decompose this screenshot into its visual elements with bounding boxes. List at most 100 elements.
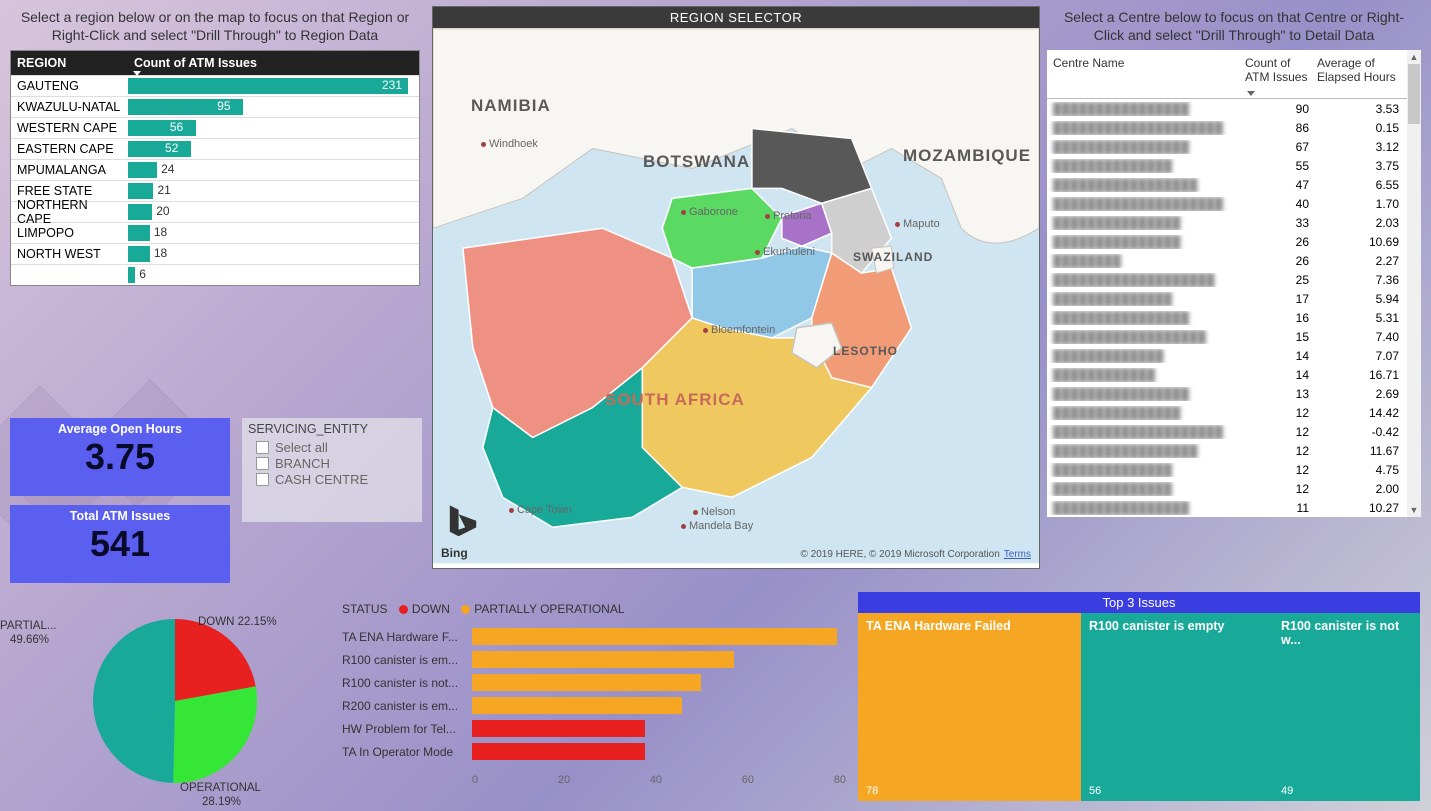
centre-row[interactable]: ████████████████ 13 2.69	[1047, 384, 1421, 403]
checkbox-icon[interactable]	[256, 457, 269, 470]
centre-row[interactable]: ███████████████ 12 14.42	[1047, 403, 1421, 422]
slicer-option[interactable]: CASH CENTRE	[256, 472, 416, 487]
kpi-avg-open-hours: Average Open Hours 3.75	[10, 418, 230, 496]
pie-slice[interactable]	[173, 686, 257, 783]
terms-link[interactable]: Terms	[1004, 549, 1031, 560]
kpi-avg-value: 3.75	[10, 436, 230, 478]
centre-col-avg[interactable]: Average of Elapsed Hours	[1315, 50, 1405, 98]
centre-row[interactable]: ████████████████ 11 10.27	[1047, 498, 1421, 517]
map-body[interactable]: NAMIBIABOTSWANAMOZAMBIQUESWAZILANDLESOTH…	[433, 28, 1039, 564]
region-row[interactable]: NORTH WEST 18	[11, 243, 419, 264]
kpi-total-issues: Total ATM Issues 541	[10, 505, 230, 583]
centre-avg: 7.40	[1315, 330, 1405, 344]
status-bar-row[interactable]: HW Problem for Tel...	[342, 718, 846, 739]
centre-row[interactable]: ████████████████████ 40 1.70	[1047, 194, 1421, 213]
region-row[interactable]: NORTHERN CAPE 20	[11, 201, 419, 222]
centre-table[interactable]: Centre Name Count of ATM Issues Average …	[1047, 50, 1421, 517]
map-copyright: © 2019 HERE, © 2019 Microsoft Corporatio…	[800, 549, 1031, 560]
centre-count: 47	[1243, 178, 1315, 192]
region-count: 52	[165, 141, 178, 155]
region-row[interactable]: GAUTENG 231	[11, 75, 419, 96]
centre-avg: 5.94	[1315, 292, 1405, 306]
region-row[interactable]: KWAZULU-NATAL 95	[11, 96, 419, 117]
top3-body[interactable]: TA ENA Hardware Failed78R100 canister is…	[858, 613, 1420, 801]
region-name: WESTERN CAPE	[11, 121, 128, 135]
status-bar-row[interactable]: TA ENA Hardware F...	[342, 626, 846, 647]
checkbox-icon[interactable]	[256, 441, 269, 454]
region-col-region[interactable]: REGION	[11, 51, 128, 75]
centre-row[interactable]: █████████████████ 47 6.55	[1047, 175, 1421, 194]
status-bar-chart[interactable]: STATUS DOWN PARTIALLY OPERATIONAL TA ENA…	[342, 602, 846, 802]
centre-row[interactable]: ████████████████ 16 5.31	[1047, 308, 1421, 327]
region-count: 24	[161, 162, 174, 176]
centre-name: ████████	[1047, 254, 1243, 268]
region-row[interactable]: LIMPOPO 18	[11, 222, 419, 243]
pie-slice[interactable]	[93, 619, 175, 783]
kpi-avg-label: Average Open Hours	[10, 418, 230, 436]
servicing-entity-slicer[interactable]: SERVICING_ENTITY Select allBRANCHCASH CE…	[242, 418, 422, 522]
scroll-thumb[interactable]	[1408, 64, 1420, 124]
centre-row[interactable]: ███████████████ 33 2.03	[1047, 213, 1421, 232]
region-row[interactable]: WESTERN CAPE 56	[11, 117, 419, 138]
status-bar-row[interactable]: R100 canister is em...	[342, 649, 846, 670]
centre-row[interactable]: ██████████████ 12 4.75	[1047, 460, 1421, 479]
centre-avg: 1.70	[1315, 197, 1405, 211]
top3-cell[interactable]: R100 canister is not w...49	[1273, 613, 1420, 801]
centre-row[interactable]: ██████████████████ 15 7.40	[1047, 327, 1421, 346]
region-name: NORTHERN CAPE	[11, 198, 128, 226]
x-tick: 80	[834, 774, 846, 786]
centre-row[interactable]: ████████████████ 90 3.53	[1047, 99, 1421, 118]
region-row[interactable]: 6	[11, 264, 419, 285]
slicer-option[interactable]: Select all	[256, 440, 416, 455]
checkbox-icon[interactable]	[256, 473, 269, 486]
centre-count: 12	[1243, 444, 1315, 458]
centre-row[interactable]: ███████████████████ 25 7.36	[1047, 270, 1421, 289]
region-bar	[128, 246, 150, 262]
centre-row[interactable]: ██████████████ 12 2.00	[1047, 479, 1421, 498]
legend-down: DOWN	[412, 602, 450, 616]
centre-avg: 10.69	[1315, 235, 1405, 249]
top3-value: 78	[866, 785, 878, 797]
top3-cell[interactable]: R100 canister is empty56	[1081, 613, 1273, 801]
status-bar-label: TA In Operator Mode	[342, 745, 472, 759]
centre-count: 55	[1243, 159, 1315, 173]
region-bar	[128, 225, 150, 241]
centre-row[interactable]: ██████████████ 17 5.94	[1047, 289, 1421, 308]
region-name: NORTH WEST	[11, 247, 128, 261]
centre-name: ████████████	[1047, 368, 1243, 382]
centre-row[interactable]: ████████████ 14 16.71	[1047, 365, 1421, 384]
region-bar	[128, 162, 157, 178]
centre-row[interactable]: ██████████████ 55 3.75	[1047, 156, 1421, 175]
region-row[interactable]: EASTERN CAPE 52	[11, 138, 419, 159]
centre-row[interactable]: ████████████████████ 86 0.15	[1047, 118, 1421, 137]
centre-hint-text: Select a Centre below to focus on that C…	[1047, 8, 1421, 50]
centre-row[interactable]: ████████ 26 2.27	[1047, 251, 1421, 270]
centre-row[interactable]: █████████████ 14 7.07	[1047, 346, 1421, 365]
top3-cell[interactable]: TA ENA Hardware Failed78	[858, 613, 1081, 801]
centre-col-count[interactable]: Count of ATM Issues	[1243, 50, 1315, 98]
centre-row[interactable]: █████████████████ 12 11.67	[1047, 441, 1421, 460]
city-dot-icon	[481, 142, 486, 147]
centre-row[interactable]: ███████████████ 26 10.69	[1047, 232, 1421, 251]
centre-row[interactable]: ████████████████████ 12 -0.42	[1047, 422, 1421, 441]
status-bar-row[interactable]: R200 canister is em...	[342, 695, 846, 716]
centre-avg: 2.69	[1315, 387, 1405, 401]
status-bar-row[interactable]: R100 canister is not...	[342, 672, 846, 693]
region-table[interactable]: REGION Count of ATM Issues GAUTENG 231KW…	[10, 50, 420, 286]
centre-col-name[interactable]: Centre Name	[1047, 50, 1243, 98]
city-dot-icon	[755, 250, 760, 255]
centre-scrollbar[interactable]: ▲ ▼	[1407, 50, 1421, 517]
slicer-option[interactable]: BRANCH	[256, 456, 416, 471]
scroll-up-icon[interactable]: ▲	[1407, 50, 1421, 64]
region-col-count[interactable]: Count of ATM Issues	[128, 51, 419, 75]
pie-svg[interactable]	[90, 616, 260, 786]
centre-row[interactable]: ████████████████ 67 3.12	[1047, 137, 1421, 156]
centre-count: 40	[1243, 197, 1315, 211]
scroll-down-icon[interactable]: ▼	[1407, 503, 1421, 517]
region-bar	[128, 120, 196, 136]
centre-count: 90	[1243, 102, 1315, 116]
centre-count: 67	[1243, 140, 1315, 154]
region-row[interactable]: MPUMALANGA 24	[11, 159, 419, 180]
status-pie-chart[interactable]: DOWN 22.15%OPERATIONAL28.19%PARTIAL...49…	[0, 604, 335, 804]
status-bar-row[interactable]: TA In Operator Mode	[342, 741, 846, 762]
